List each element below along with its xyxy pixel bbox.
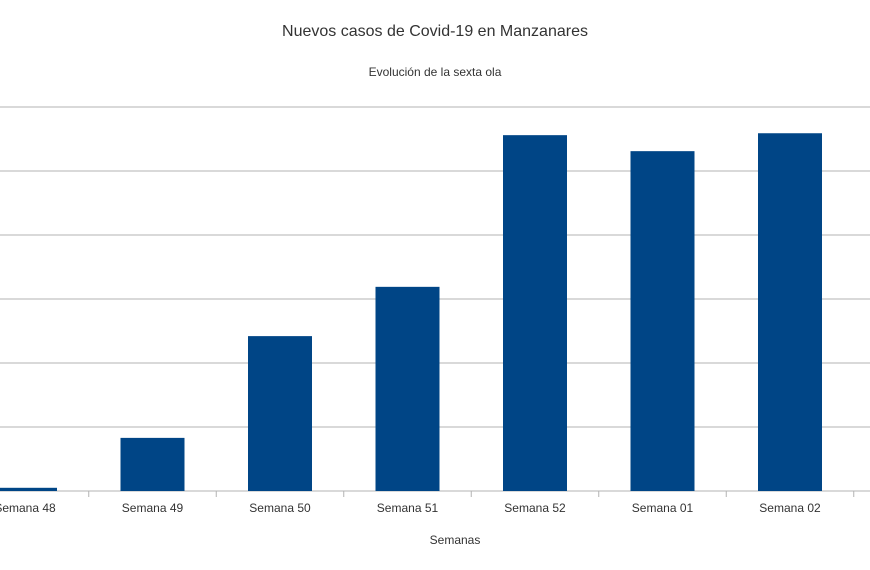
bar	[758, 133, 822, 492]
x-axis-title: Semanas	[430, 533, 481, 547]
bar	[375, 286, 440, 491]
bar	[0, 487, 57, 491]
x-tick-label: Semana 02	[759, 501, 821, 515]
bar	[630, 151, 695, 491]
x-tick-label: Semana 52	[504, 501, 566, 515]
x-tick-label: Semana 48	[0, 501, 56, 515]
x-tick-label: Semana 01	[632, 501, 694, 515]
x-tick-label: Semana 49	[122, 501, 184, 515]
x-tick-label: Semana 51	[377, 501, 439, 515]
bar	[120, 437, 185, 491]
chart-subtitle: Evolución de la sexta ola	[369, 65, 502, 79]
bar	[503, 135, 567, 491]
chart-title: Nuevos casos de Covid-19 en Manzanares	[282, 23, 588, 40]
x-tick-label: Semana 50	[249, 501, 311, 515]
bar	[248, 336, 312, 491]
